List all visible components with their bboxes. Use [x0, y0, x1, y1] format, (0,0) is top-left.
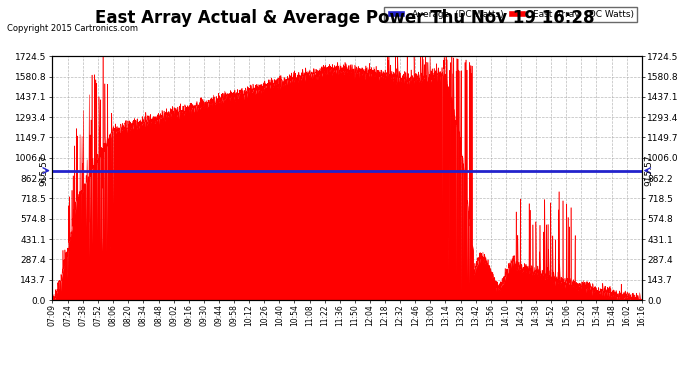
- Text: 915.57: 915.57: [644, 155, 653, 186]
- Legend: Average  (DC Watts), East Array  (DC Watts): Average (DC Watts), East Array (DC Watts…: [384, 7, 637, 21]
- Text: East Array Actual & Average Power Thu Nov 19 16:28: East Array Actual & Average Power Thu No…: [95, 9, 595, 27]
- Text: Copyright 2015 Cartronics.com: Copyright 2015 Cartronics.com: [7, 24, 138, 33]
- Text: 915.57: 915.57: [40, 155, 49, 186]
